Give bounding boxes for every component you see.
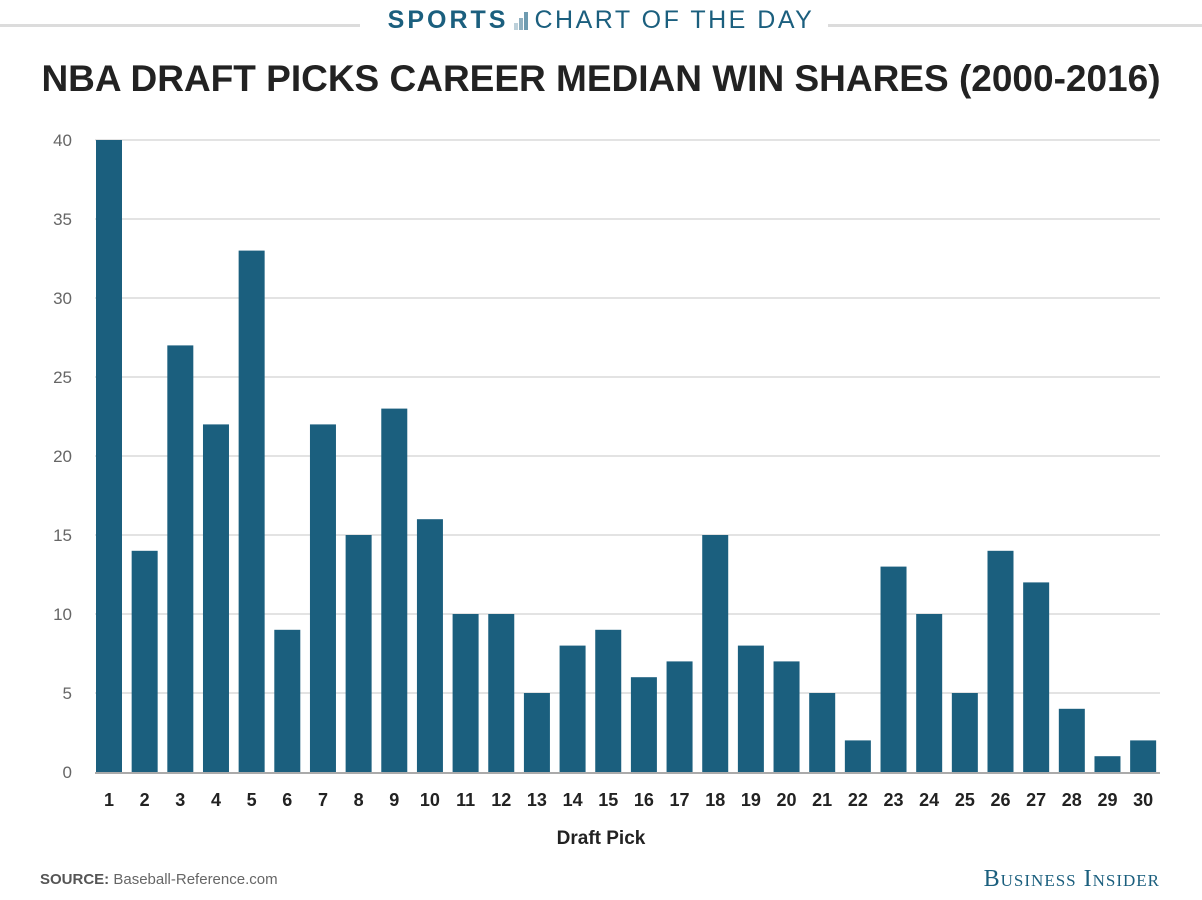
source-value: Baseball-Reference.com [113, 871, 278, 888]
x-tick-label: 14 [563, 790, 583, 810]
bar-pick-2 [131, 550, 158, 772]
bar-pick-19 [737, 645, 764, 772]
x-tick-label: 24 [919, 790, 939, 810]
y-tick-label: 25 [53, 368, 72, 387]
y-tick-label: 30 [53, 289, 72, 308]
y-tick-label: 5 [63, 684, 72, 703]
x-tick-label: 17 [670, 790, 690, 810]
x-tick-label: 11 [456, 790, 475, 810]
x-tick-label: 22 [848, 790, 868, 810]
bar-pick-17 [666, 661, 693, 772]
bar-pick-9 [381, 408, 408, 772]
bar-pick-26 [987, 550, 1014, 772]
x-tick-label: 9 [389, 790, 399, 810]
bar-pick-11 [452, 614, 479, 772]
x-tick-label: 26 [990, 790, 1010, 810]
x-tick-label: 27 [1026, 790, 1046, 810]
kicker-sports: SPORTS [387, 6, 509, 34]
bar-pick-27 [1023, 582, 1050, 772]
x-tick-label: 7 [318, 790, 328, 810]
bar-pick-5 [238, 250, 265, 773]
kicker-rule-right [828, 24, 1202, 27]
bar-pick-16 [630, 677, 657, 772]
x-tick-label: 16 [634, 790, 654, 810]
bar-pick-25 [951, 693, 978, 772]
x-tick-label: 1 [104, 790, 114, 810]
x-tick-label: 13 [527, 790, 547, 810]
bar-pick-20 [773, 661, 800, 772]
y-tick-label: 0 [63, 763, 72, 782]
bar-pick-30 [1130, 740, 1157, 772]
x-tick-label: 18 [705, 790, 725, 810]
chart-title: NBA DRAFT PICKS CAREER MEDIAN WIN SHARES… [41, 58, 1161, 99]
bar-pick-10 [416, 519, 443, 772]
source-label: SOURCE: [40, 871, 110, 888]
chart-kicker: SPORTS CHART OF THE DAY [0, 6, 1202, 36]
bar-chart-icon [514, 11, 529, 30]
y-tick-label: 20 [53, 447, 72, 466]
x-tick-label: 4 [211, 790, 221, 810]
bar-pick-6 [274, 629, 301, 772]
bar-pick-15 [595, 629, 622, 772]
bar-pick-21 [809, 693, 836, 772]
y-tick-label: 15 [53, 526, 72, 545]
y-tick-label: 10 [53, 605, 72, 624]
brand-logo: Business Insider [983, 866, 1160, 892]
x-tick-label: 30 [1133, 790, 1153, 810]
y-tick-label: 35 [53, 210, 72, 229]
bar-pick-3 [167, 345, 194, 772]
bar-pick-4 [202, 424, 229, 772]
x-tick-label: 21 [812, 790, 832, 810]
x-tick-label: 28 [1062, 790, 1082, 810]
x-tick-label: 6 [282, 790, 292, 810]
x-tick-label: 19 [741, 790, 761, 810]
x-tick-label: 5 [247, 790, 257, 810]
bar-pick-24 [916, 614, 943, 772]
bar-pick-8 [345, 535, 372, 772]
bar-pick-14 [559, 645, 586, 772]
y-tick-label: 40 [53, 131, 72, 150]
bar-pick-23 [880, 566, 907, 772]
bar-pick-29 [1094, 756, 1121, 772]
bar-pick-18 [702, 535, 729, 772]
x-tick-label: 2 [140, 790, 150, 810]
kicker-rule-left [0, 24, 360, 27]
bar-pick-7 [309, 424, 336, 772]
bar-pick-1 [96, 140, 122, 772]
x-tick-label: 8 [354, 790, 364, 810]
bar-pick-28 [1058, 708, 1085, 772]
source-note: SOURCE: Baseball-Reference.com [40, 871, 278, 888]
x-tick-label: 12 [491, 790, 511, 810]
x-tick-label: 10 [420, 790, 440, 810]
bar-pick-22 [844, 740, 871, 772]
x-tick-label: 3 [175, 790, 185, 810]
bar-pick-13 [523, 693, 550, 772]
x-tick-label: 29 [1097, 790, 1117, 810]
x-tick-label: 23 [884, 790, 904, 810]
kicker-chart-of-the-day: CHART OF THE DAY [534, 6, 815, 34]
x-tick-label: 15 [598, 790, 618, 810]
x-tick-label: 20 [777, 790, 797, 810]
x-axis-label: Draft Pick [557, 828, 646, 849]
bar-pick-12 [488, 614, 515, 772]
x-tick-label: 25 [955, 790, 975, 810]
